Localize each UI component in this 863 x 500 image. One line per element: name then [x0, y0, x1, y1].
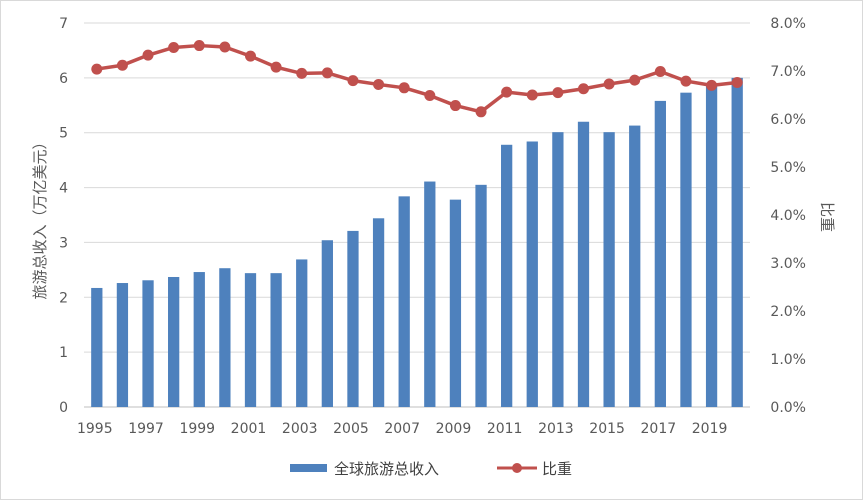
line-point: [270, 61, 282, 73]
bar: [449, 199, 462, 407]
x-axis-ticks: 1995 1997 1999 2001 2003 2005 2007 2009 2011 2013…: [77, 421, 727, 437]
x-tick-label: 1997: [128, 421, 164, 437]
bar: [372, 218, 385, 407]
x-tick-label: 2003: [282, 421, 318, 437]
y-tick-label: 4: [59, 181, 68, 197]
y2-tick-label: 3.0%: [770, 256, 806, 272]
bar: [526, 141, 538, 407]
line-point: [321, 67, 333, 79]
line-point: [526, 89, 538, 101]
line-point: [347, 75, 359, 87]
y2-tick-label: 4.0%: [770, 208, 806, 224]
legend: 全球旅游总收入 比重: [290, 460, 572, 478]
line-point: [731, 77, 743, 89]
bar: [501, 144, 513, 408]
bar: [705, 85, 718, 407]
line-point: [398, 82, 410, 94]
x-tick-label: 2015: [589, 421, 625, 437]
y-tick-label: 5: [59, 126, 68, 142]
line-point: [578, 83, 589, 95]
y-tick-label: 1: [59, 345, 68, 361]
bar: [168, 276, 180, 407]
line-point: [501, 86, 513, 98]
bar: [347, 230, 359, 407]
x-tick-label: 2005: [333, 421, 369, 437]
bar-series: [91, 77, 743, 408]
line-point: [219, 41, 231, 53]
bar: [731, 77, 743, 407]
line-point: [373, 78, 385, 90]
y-tick-label: 7: [59, 16, 68, 32]
line-point: [552, 87, 564, 99]
y-axis-title: 旅游总收入（万亿美元）: [31, 134, 49, 299]
y2-tick-label: 5.0%: [770, 160, 806, 176]
bar: [577, 121, 590, 407]
x-tick-label: 2011: [487, 421, 523, 437]
line-path: [96, 43, 738, 114]
y-tick-label: 0: [59, 400, 68, 416]
bar: [475, 184, 487, 407]
bar: [193, 272, 205, 407]
bar: [296, 259, 308, 407]
y2-tick-label: 0.0%: [770, 400, 806, 416]
line-point: [629, 74, 641, 86]
x-tick-label: 2007: [384, 421, 420, 437]
y-tick-label: 6: [59, 71, 68, 87]
legend-bar-swatch: [290, 464, 327, 472]
bar: [654, 100, 666, 407]
bar: [142, 280, 154, 407]
y-tick-label: 3: [59, 235, 68, 251]
bar: [603, 132, 615, 407]
line-point: [424, 89, 436, 101]
line-point: [475, 106, 487, 118]
line-point: [296, 67, 308, 79]
y-tick-label: 2: [59, 290, 68, 306]
bar: [219, 268, 231, 407]
line-point: [654, 65, 666, 77]
line-point: [168, 41, 180, 53]
bar: [270, 273, 282, 407]
x-tick-label: 2001: [231, 421, 267, 437]
y2-axis-title: 比重: [818, 202, 836, 232]
line-point: [193, 40, 205, 52]
bar: [398, 196, 410, 407]
x-tick-label: 2017: [641, 421, 677, 437]
line-point: [245, 50, 256, 62]
legend-line-label: 比重: [542, 460, 572, 478]
y2-tick-label: 8.0%: [770, 16, 806, 32]
line-point: [116, 59, 128, 71]
left-axis-ticks: 0 1 2 3 4 5 6 7: [59, 16, 68, 416]
legend-bar-label: 全球旅游总收入: [334, 460, 439, 478]
y2-tick-label: 2.0%: [770, 304, 806, 320]
legend-line-marker: [512, 463, 522, 473]
line-point: [680, 75, 692, 87]
bar: [321, 240, 333, 407]
line-point: [142, 49, 154, 61]
x-tick-label: 2019: [692, 421, 728, 437]
bar: [680, 92, 692, 407]
bar: [629, 125, 641, 407]
line-point: [91, 63, 103, 75]
x-tick-label: 1999: [179, 421, 215, 437]
gridlines: [84, 22, 750, 408]
bar: [244, 273, 257, 407]
right-axis-ticks: 0.0% 1.0% 2.0% 3.0% 4.0% 5.0% 6.0% 7.0% 8.0%: [770, 16, 806, 416]
x-tick-label: 2009: [436, 421, 472, 437]
line-point: [603, 78, 615, 90]
bar: [424, 181, 436, 407]
y2-tick-label: 6.0%: [770, 112, 806, 128]
line-point: [706, 79, 718, 91]
bar: [552, 132, 564, 407]
x-tick-label: 2013: [538, 421, 574, 437]
bar: [116, 283, 129, 407]
y2-tick-label: 7.0%: [770, 64, 806, 80]
x-tick-label: 1995: [77, 421, 113, 437]
bar: [91, 287, 103, 407]
line-series: [91, 40, 743, 118]
line-point: [449, 100, 461, 112]
y2-tick-label: 1.0%: [770, 352, 806, 368]
